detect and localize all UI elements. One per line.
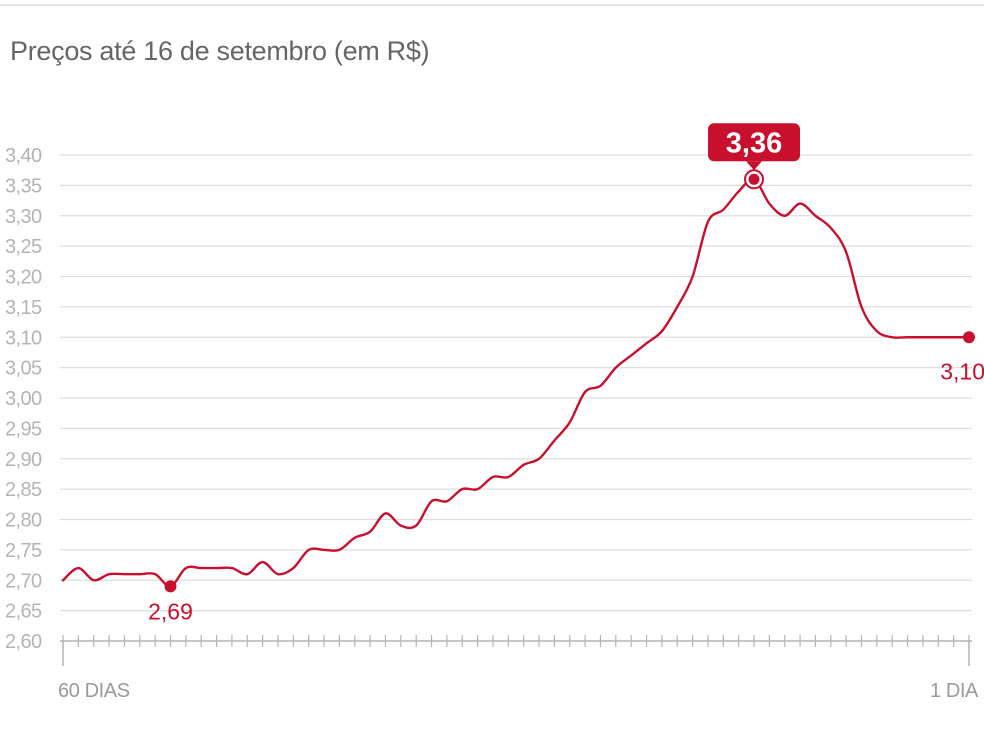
series-layer (61, 177, 971, 588)
y-tick-label: 3,35 (5, 175, 42, 197)
y-tick-label: 3,15 (5, 297, 42, 319)
peak-value-label: 3,36 (726, 127, 782, 159)
y-tick-label: 2,80 (5, 510, 42, 532)
y-tick-label: 3,20 (5, 267, 42, 289)
y-tick-label: 2,75 (5, 540, 42, 562)
y-axis-tick-labels: 2,60 2,65 2,70 2,75 2,80 2,85 2,90 2,95 3,00 3,05… (5, 145, 43, 653)
low-value-label: 2,69 (148, 598, 193, 624)
y-tick-label: 2,70 (5, 570, 42, 592)
peak-badge-pointer (746, 161, 763, 171)
y-tick-label: 2,95 (5, 418, 42, 440)
gridlines (60, 154, 972, 612)
y-tick-label: 3,10 (5, 327, 42, 349)
y-tick-label: 3,30 (5, 206, 42, 228)
point-marker (963, 331, 975, 344)
annotation-layer: 2,69 3,36 3,10 (148, 123, 984, 624)
y-tick-label: 2,90 (5, 449, 42, 471)
x-axis (60, 635, 972, 666)
end-value-label: 3,10 (940, 358, 984, 384)
peak-marker (748, 173, 760, 185)
x-label-end: 1 DIA (930, 680, 979, 702)
y-tick-label: 3,40 (5, 145, 42, 167)
price-series-line (61, 177, 971, 588)
y-tick-label: 3,25 (5, 236, 42, 258)
peak-badge (708, 123, 801, 162)
y-tick-label: 3,05 (5, 358, 42, 380)
point-marker (164, 580, 177, 593)
y-tick-label: 2,85 (5, 479, 42, 501)
y-tick-label: 3,00 (5, 388, 42, 410)
top-divider (0, 4, 984, 6)
x-label-start: 60 DIAS (58, 680, 130, 702)
chart-title: Preços até 16 de setembro (em R$) (10, 36, 430, 66)
y-tick-label: 2,60 (5, 631, 42, 653)
y-tick-label: 2,65 (5, 601, 42, 623)
